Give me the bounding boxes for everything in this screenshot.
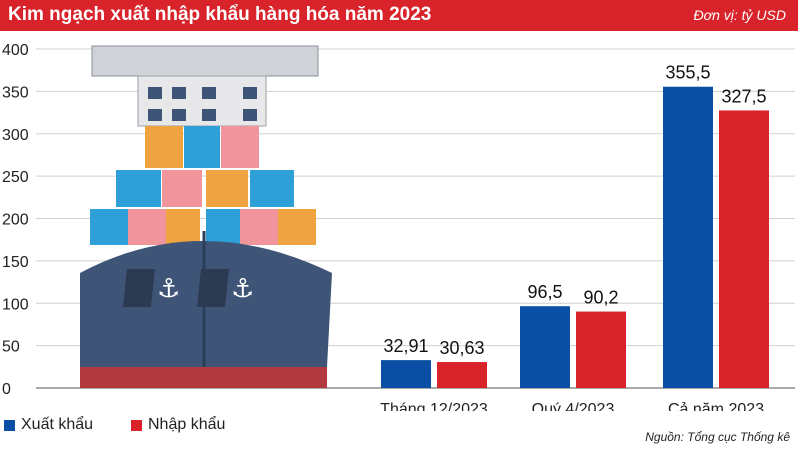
- data-label-export: 355,5: [665, 63, 710, 83]
- y-tick-label: 50: [2, 339, 20, 356]
- ship-part: [91, 45, 319, 77]
- ship-part: [221, 126, 259, 168]
- ship-window: [172, 109, 186, 121]
- anchor-icon: ⚓: [157, 274, 180, 304]
- legend-item-import: Nhập khẩu: [131, 416, 225, 434]
- bar-import: [437, 362, 487, 388]
- ship-part: [162, 170, 202, 207]
- y-tick-label: 300: [2, 127, 29, 144]
- bar-export: [520, 306, 570, 388]
- ship-part: [128, 209, 166, 245]
- y-tick-label: 100: [2, 296, 29, 313]
- chart-title: Kim ngạch xuất nhập khẩu hàng hóa năm 20…: [8, 4, 432, 25]
- ship-part: [145, 126, 183, 168]
- bar-export: [663, 86, 713, 388]
- ship-part: [90, 209, 128, 245]
- data-label-import: 30,63: [439, 338, 484, 358]
- data-label-export: 96,5: [527, 282, 562, 302]
- legend-swatch-import: [131, 419, 142, 431]
- unit-label: Đơn vị: tỷ USD: [693, 7, 786, 23]
- bar-import: [719, 110, 769, 388]
- bar-export: [381, 360, 431, 388]
- ship-window: [202, 87, 216, 99]
- anchor-icon: ⚓: [231, 274, 254, 304]
- legend-label-import: Nhập khẩu: [148, 416, 226, 433]
- x-tick-label: Tháng 12/2023: [380, 401, 488, 411]
- ship-part: [240, 209, 278, 245]
- y-tick-label: 150: [2, 254, 29, 271]
- y-tick-label: 350: [2, 84, 29, 101]
- ship-part: [116, 170, 161, 207]
- labels-layer: 32,91 30,63 Tháng 12/2023 96,5 90,2 Quý 4/202…: [380, 63, 766, 411]
- ship-window: [148, 87, 162, 99]
- cargo-ship-illustration: ⚓ ⚓: [80, 45, 332, 388]
- ship-window: [148, 109, 162, 121]
- y-tick-label: 250: [2, 169, 29, 186]
- y-tick-label: 200: [2, 212, 29, 229]
- ship-window: [243, 87, 257, 99]
- legend-item-export: Xuất khẩu: [4, 416, 93, 434]
- data-label-export: 32,91: [383, 336, 428, 356]
- ship-window: [243, 109, 257, 121]
- x-tick-label: Quý 4/2023: [532, 401, 615, 411]
- chart-header: Kim ngạch xuất nhập khẩu hàng hóa năm 20…: [0, 0, 798, 31]
- ship-window: [172, 87, 186, 99]
- anchor-plate: [122, 269, 155, 307]
- ship-window: [202, 109, 216, 121]
- ship-part: [278, 209, 316, 245]
- x-tick-label: Cả năm 2023: [668, 401, 764, 411]
- ship-part: [206, 209, 240, 245]
- legend-swatch-export: [4, 419, 15, 431]
- bars-layer: [381, 86, 769, 388]
- ship-part: [166, 209, 200, 245]
- legend-label-export: Xuất khẩu: [21, 416, 94, 433]
- ship-part: [184, 126, 220, 168]
- data-label-import: 327,5: [721, 86, 766, 106]
- ship-part: [80, 367, 327, 388]
- data-label-import: 90,2: [583, 288, 618, 308]
- bar-import: [576, 311, 626, 388]
- anchor-plate: [196, 269, 229, 307]
- ship-part: [206, 170, 248, 207]
- y-tick-label: 400: [2, 42, 29, 59]
- y-tick-label: 0: [2, 381, 11, 398]
- source-note: Nguồn: Tổng cục Thống kê: [645, 430, 790, 444]
- ship-part: [250, 170, 294, 207]
